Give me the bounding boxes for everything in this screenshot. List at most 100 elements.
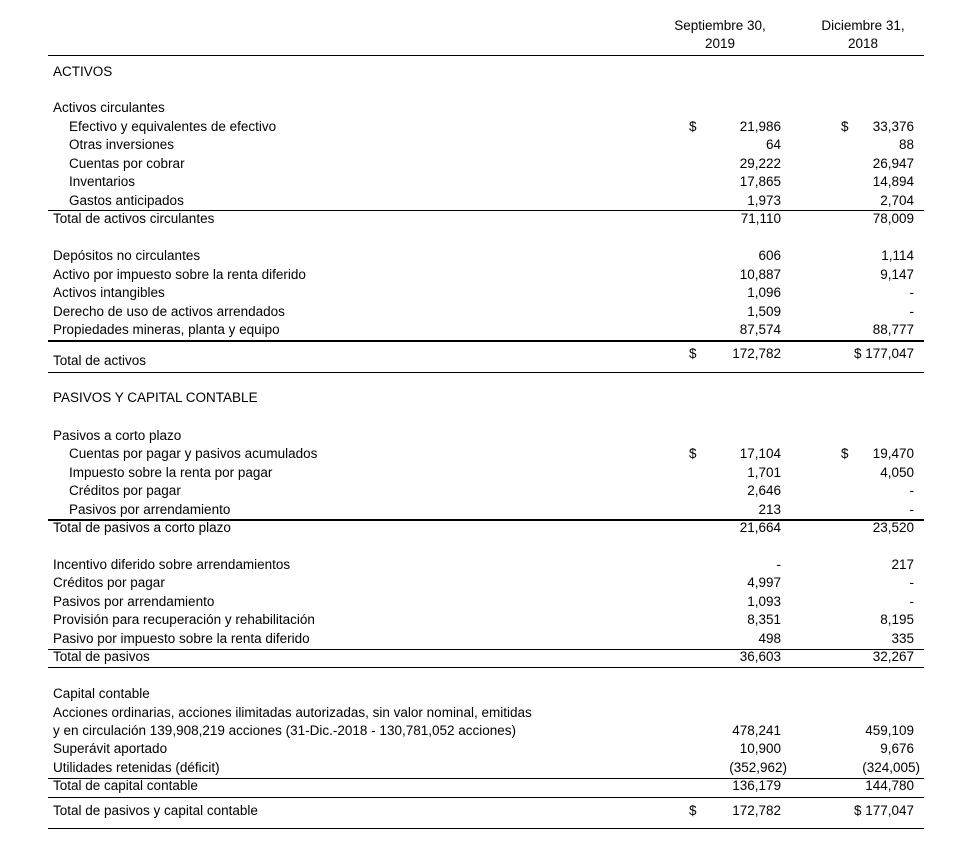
value-2019: 2,646 [747,483,781,498]
row-label: Gastos anticipados [69,193,184,208]
value-2019: 21,664 [739,520,781,535]
value-2019: 8,351 [747,612,781,627]
value-2019: 172,782 [732,803,781,818]
value-2019: 36,603 [739,649,781,664]
currency-symbol: $ [689,446,697,461]
currency-symbol: $ [841,446,849,461]
row-label: Activos intangibles [53,285,165,300]
value-2018: 217 [891,557,914,572]
row-label: Total de activos [53,353,147,368]
row-label: Cuentas por cobrar [69,156,185,171]
row-label: ACTIVOS [53,64,113,79]
column-header-2018: Diciembre 31, 2018 [793,17,933,53]
value-2018: 23,520 [872,520,914,535]
value-2018: 9,147 [880,267,914,282]
value-2019: 1,096 [747,285,781,300]
row-label: Total de pasivos [53,649,150,664]
rule [48,667,924,668]
column-header-2019: Septiembre 30, 2019 [650,17,790,53]
row-label: Pasivos a corto plazo [53,428,182,443]
currency-symbol: $ [841,119,849,134]
rule [48,649,924,650]
value-2018: 9,676 [880,741,914,756]
value-2019: 478,241 [732,723,781,738]
value-2019: 172,782 [732,346,781,361]
currency-symbol: $ [689,803,697,818]
value-2018: $ 177,047 [853,803,914,818]
value-2018: - [909,594,915,609]
value-2018: 78,009 [872,211,914,226]
value-2019: 606 [758,248,781,263]
column-header-2018-line1: Diciembre 31, [821,18,905,33]
row-label: Depósitos no circulantes [53,248,201,263]
value-2018: 8,195 [880,612,914,627]
row-label: Provisión para recuperación y rehabilita… [53,612,315,627]
row-label: Otras inversiones [69,137,175,152]
value-2019: - [776,557,782,572]
rule [48,797,924,798]
value-2018: 19,470 [872,446,914,461]
value-2018: - [909,304,915,319]
value-2018: 32,267 [872,649,914,664]
value-2018: 2,704 [880,193,914,208]
row-label: Inventarios [69,174,136,189]
row-label: y en circulación 139,908,219 acciones (3… [53,723,517,738]
value-2019: 64 [765,137,781,152]
row-label: Utilidades retenidas (déficit) [53,760,220,775]
row-label: Pasivo por impuesto sobre la renta difer… [53,631,310,646]
value-2018: 88,777 [872,322,914,337]
value-2019: 1,701 [747,465,781,480]
column-header-2018-line2: 2018 [847,36,879,51]
rule [48,210,924,211]
value-2018: 14,894 [872,174,914,189]
value-2018: 4,050 [880,465,914,480]
currency-symbol: $ [689,346,697,361]
value-2019: 10,900 [739,741,781,756]
value-2019: 10,887 [739,267,781,282]
row-label: Derecho de uso de activos arrendados [53,304,285,319]
rule-thick [48,340,924,342]
value-2019: 17,865 [739,174,781,189]
value-2019: 29,222 [739,156,781,171]
value-2019: 1,093 [747,594,781,609]
value-2018: - [909,483,915,498]
value-2018: 144,780 [865,778,914,793]
row-label: Pasivos por arrendamiento [53,594,215,609]
value-2018: 33,376 [872,119,914,134]
value-2019: 498 [758,631,781,646]
rule [48,372,924,373]
row-label: Activos circulantes [53,100,165,115]
value-2018: - [909,285,915,300]
value-2018: 26,947 [872,156,914,171]
row-label: Impuesto sobre la renta por pagar [69,465,273,480]
row-label: Créditos por pagar [53,575,165,590]
rule [48,828,924,829]
header-rule [48,55,924,56]
row-label: Cuentas por pagar y pasivos acumulados [69,446,318,461]
row-label: Efectivo y equivalentes de efectivo [69,119,277,134]
row-label: Superávit aportado [53,741,168,756]
value-2019: 4,997 [747,575,781,590]
row-label: Incentivo diferido sobre arrendamientos [53,557,291,572]
value-2019: 17,104 [739,446,781,461]
value-2018: 88 [898,137,914,152]
value-2018: 459,109 [865,723,914,738]
value-2019: 71,110 [740,211,781,226]
row-label: Total de capital contable [53,778,198,793]
row-label: Pasivos por arrendamiento [69,502,231,517]
value-2019: 87,574 [739,322,781,337]
value-2019: 213 [758,502,781,517]
value-2018: $ 177,047 [853,346,914,361]
value-2018: - [909,575,915,590]
value-2019: 1,509 [747,304,781,319]
row-label: PASIVOS Y CAPITAL CONTABLE [53,390,258,405]
value-2018: 335 [891,631,914,646]
value-2019: (352,962) [729,760,787,775]
row-label: Total de pasivos a corto plazo [53,520,231,535]
row-label: Capital contable [53,686,150,701]
value-2018: (324,005) [862,760,920,775]
value-2018: - [909,502,915,517]
value-2018: 1,114 [881,248,914,263]
row-label: Activo por impuesto sobre la renta difer… [53,267,306,282]
